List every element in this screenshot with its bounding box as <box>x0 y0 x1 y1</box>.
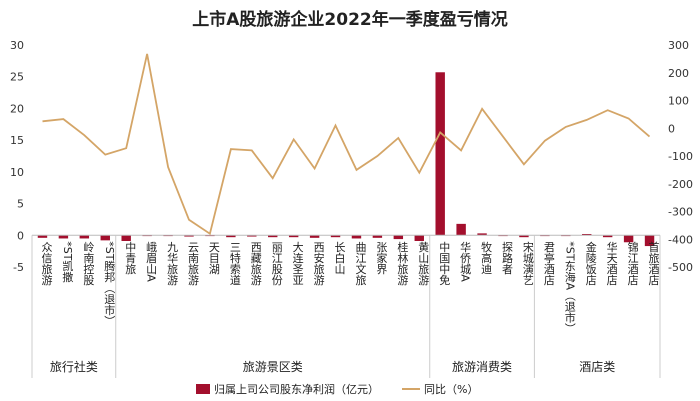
y-right-tick-label: -200 <box>668 178 693 191</box>
bar <box>602 235 613 238</box>
x-tick-label: 华侨城A <box>459 240 472 282</box>
bar <box>372 235 383 238</box>
bar <box>268 235 278 238</box>
bar <box>247 235 257 237</box>
bar <box>623 235 634 243</box>
y-right-tick-label: 100 <box>668 95 689 108</box>
x-tick-label: 桂林旅游 <box>396 240 409 285</box>
group-label: 酒店类 <box>579 360 615 374</box>
bar <box>226 235 236 238</box>
legend-bar-label: 归属上司公司股东净利润（亿元） <box>214 382 379 396</box>
legend-line-label: 同比（%） <box>424 383 478 396</box>
bar <box>582 234 592 236</box>
x-tick-label: 九华旅游 <box>166 241 179 285</box>
x-tick-label: 中国中免 <box>438 241 451 285</box>
group-label: 旅行社类 <box>50 359 98 374</box>
y-left-tick-label: 25 <box>10 71 24 84</box>
group-label: 旅游消费类 <box>452 360 512 374</box>
y-right-tick-label: -300 <box>668 206 693 219</box>
x-tick-label: 首旅酒店 <box>647 240 660 285</box>
y-right-tick-label: 200 <box>668 67 689 80</box>
bar <box>58 235 69 239</box>
x-tick-label: 探路者 <box>501 241 514 275</box>
y-right-tick-label: 300 <box>668 39 689 52</box>
x-tick-label: 金陵饭店 <box>584 240 597 285</box>
bar <box>393 235 404 240</box>
x-tick-label: 中青旅 <box>124 241 137 274</box>
bar <box>644 235 655 247</box>
legend-bar-swatch <box>196 384 210 394</box>
x-tick-label: 峨眉山A <box>145 241 158 282</box>
x-tick-label: *ST东海A（退市） <box>563 241 576 334</box>
x-tick-label: 张家界 <box>375 241 388 275</box>
x-tick-label: 黄山旅游 <box>417 240 430 285</box>
y-right-tick-label: 0 <box>668 122 675 135</box>
x-tick-label: 岭南控股 <box>82 240 95 286</box>
bar <box>519 235 529 238</box>
yoy-line <box>42 53 651 236</box>
bar <box>288 235 299 238</box>
y-right-tick-label: -500 <box>668 261 693 274</box>
y-left-tick-label: -5 <box>13 261 24 274</box>
x-tick-label: 三特索道 <box>228 241 241 285</box>
x-tick-label: 宋城演艺 <box>521 240 534 285</box>
bar <box>330 235 341 238</box>
bar <box>435 72 445 236</box>
bar <box>184 235 194 237</box>
bar <box>351 235 362 239</box>
y-right-tick-label: -100 <box>668 150 693 163</box>
x-tick-label: 君亭酒店 <box>542 241 555 285</box>
chart-title: 上市A股旅游企业2022年一季度盈亏情况 <box>192 10 508 30</box>
bar <box>100 235 110 241</box>
x-tick-label: 众信旅游 <box>40 241 53 285</box>
x-tick-label: 大连圣亚 <box>291 240 304 285</box>
bar <box>79 235 90 239</box>
x-tick-label: 西安旅游 <box>312 241 325 285</box>
bar <box>37 235 48 238</box>
y-left-tick-label: 30 <box>10 39 24 52</box>
y-left-tick-label: 5 <box>17 198 24 211</box>
y-left-tick-label: 15 <box>10 134 24 147</box>
x-tick-label: 云南旅游 <box>187 241 200 285</box>
x-tick-label: 牧高迪 <box>480 240 493 274</box>
bar <box>456 223 466 236</box>
x-tick-label: 华天酒店 <box>605 240 618 285</box>
y-left-tick-label: 0 <box>17 229 24 242</box>
x-tick-label: 天目湖 <box>207 241 220 275</box>
bar <box>414 235 424 241</box>
x-tick-label: 西藏旅游 <box>249 241 262 285</box>
x-tick-label: *ST凯撒 <box>61 241 74 283</box>
x-tick-label: 丽江股份 <box>270 241 283 286</box>
y-left-tick-label: 20 <box>10 102 24 115</box>
bar <box>477 233 487 236</box>
x-tick-label: 曲江文旅 <box>354 241 367 285</box>
x-tick-label: *ST腾邦（退市） <box>103 241 116 326</box>
y-right-tick-label: -400 <box>668 233 693 246</box>
bar <box>121 235 131 241</box>
group-label: 旅游景区类 <box>243 360 303 374</box>
x-tick-label: 锦江酒店 <box>626 240 639 285</box>
bar <box>309 235 320 238</box>
x-tick-label: 长白山 <box>333 241 346 274</box>
y-left-tick-label: 10 <box>10 166 24 179</box>
